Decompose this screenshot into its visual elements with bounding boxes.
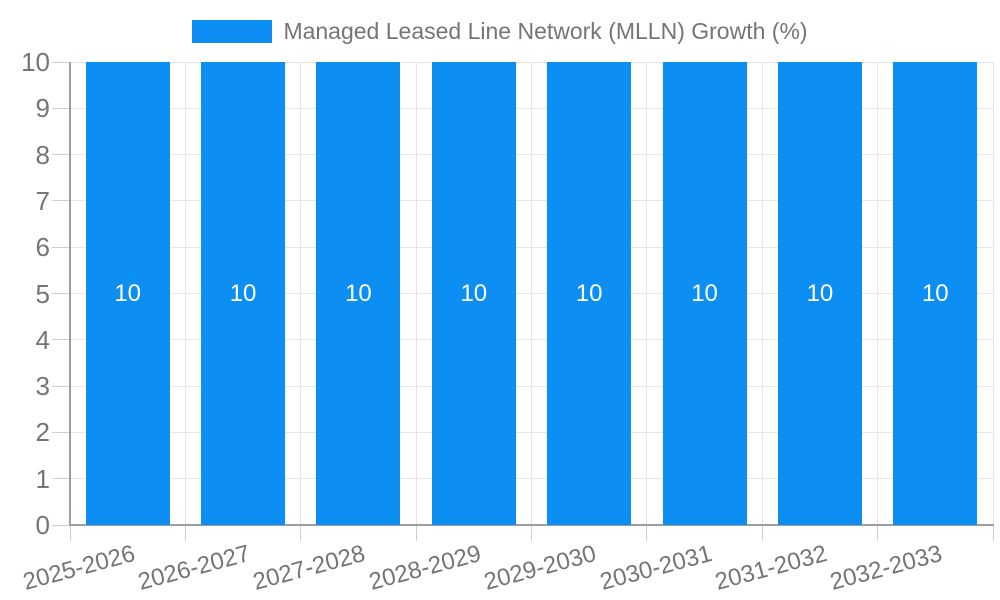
x-gridline <box>184 62 186 525</box>
bar-value-label: 10 <box>691 279 718 307</box>
y-tick <box>52 246 70 248</box>
y-axis-label: 10 <box>21 47 50 77</box>
bar-value-label: 10 <box>921 279 949 307</box>
y-tick <box>52 385 70 387</box>
x-gridline <box>415 62 417 525</box>
bar[interactable] <box>662 62 747 525</box>
x-gridline <box>300 62 302 525</box>
y-tick <box>52 107 70 109</box>
y-axis-label: 2 <box>35 417 50 448</box>
y-axis-line <box>69 62 71 525</box>
y-axis-label: 5 <box>35 278 50 309</box>
legend-item[interactable]: Managed Leased Line Network (MLLN) Growt… <box>192 18 808 45</box>
x-gridline <box>992 62 994 525</box>
legend: Managed Leased Line Network (MLLN) Growt… <box>0 18 1000 45</box>
x-gridline <box>531 62 532 525</box>
y-axis-label: 1 <box>35 463 50 494</box>
y-tick <box>52 478 70 480</box>
x-tick <box>184 525 186 541</box>
bar-value-label: 10 <box>229 279 257 307</box>
bar[interactable] <box>547 62 632 525</box>
x-tick <box>877 525 879 541</box>
x-tick <box>531 525 532 541</box>
x-tick <box>300 525 302 541</box>
x-tick <box>992 525 994 541</box>
bar-value-label: 10 <box>460 279 488 307</box>
bar[interactable] <box>431 62 516 525</box>
y-tick <box>52 154 70 156</box>
y-tick <box>52 200 70 202</box>
x-tick <box>646 525 648 541</box>
bar[interactable] <box>893 62 978 525</box>
legend-swatch <box>192 20 273 43</box>
y-axis-label: 6 <box>35 232 50 263</box>
y-axis-label: 0 <box>35 510 50 540</box>
y-axis-label: 3 <box>35 371 50 402</box>
bar[interactable] <box>201 62 286 525</box>
x-gridline <box>877 62 879 525</box>
y-tick <box>52 431 70 433</box>
bar[interactable] <box>777 62 862 525</box>
x-tick <box>761 525 763 541</box>
bar[interactable] <box>85 62 170 525</box>
bar-value-label: 10 <box>806 279 834 307</box>
y-tick <box>52 61 70 63</box>
y-axis-label: 9 <box>35 93 50 124</box>
y-axis-label: 7 <box>35 185 50 216</box>
bar-value-label: 10 <box>114 279 142 307</box>
x-gridline <box>646 62 648 525</box>
y-axis-label: 8 <box>35 139 50 170</box>
bar-value-label: 10 <box>345 279 372 307</box>
bar[interactable] <box>316 62 401 525</box>
x-tick <box>415 525 417 541</box>
x-axis-line <box>69 524 994 526</box>
y-axis-label: 4 <box>35 324 50 355</box>
x-gridline <box>761 62 763 525</box>
y-tick <box>52 293 70 294</box>
y-tick <box>52 339 70 341</box>
bar-value-label: 10 <box>575 279 603 307</box>
legend-label: Managed Leased Line Network (MLLN) Growt… <box>283 18 808 44</box>
x-tick <box>69 525 71 541</box>
y-tick <box>52 524 70 526</box>
